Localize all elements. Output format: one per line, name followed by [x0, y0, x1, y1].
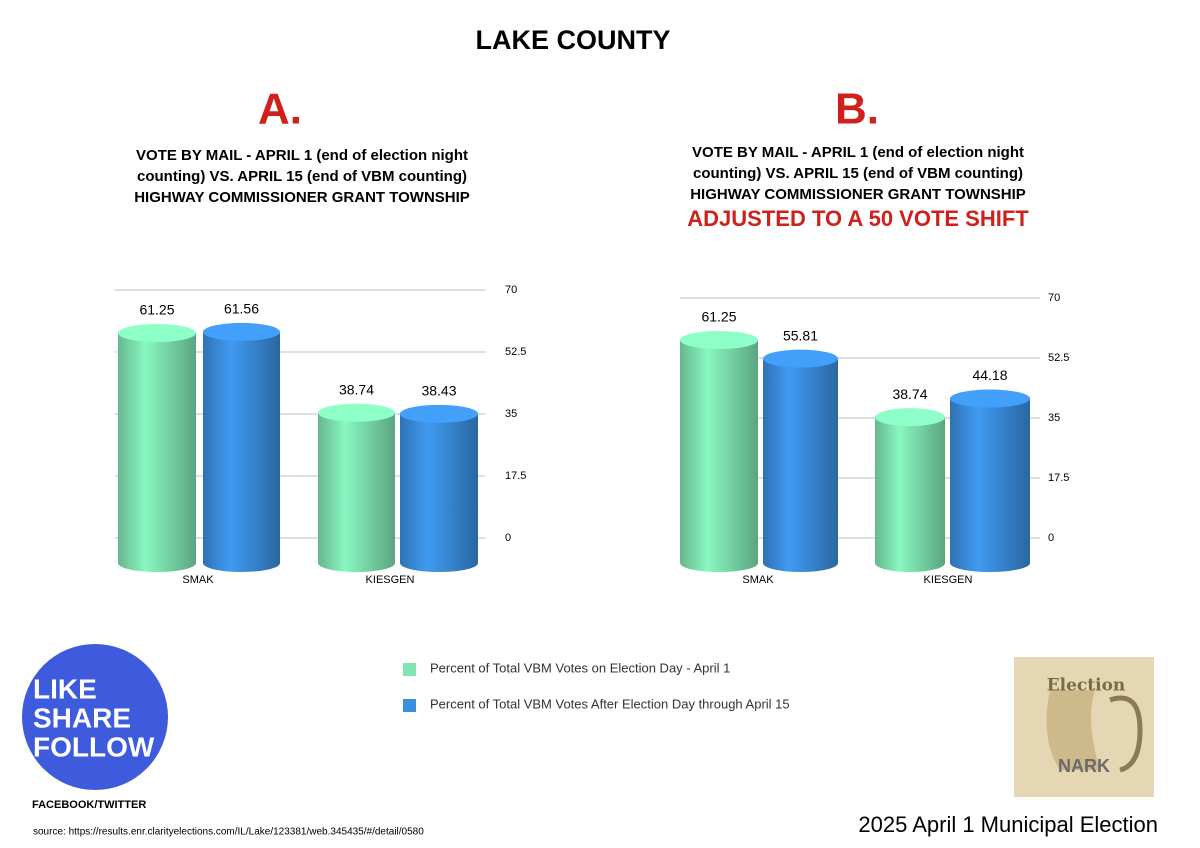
badge-line: LIKE — [33, 673, 97, 704]
logo-face — [1046, 690, 1100, 770]
bar — [203, 331, 280, 572]
bar-top — [875, 408, 945, 427]
bar-top — [400, 404, 478, 423]
y-tick-label: 0 — [505, 532, 511, 544]
y-tick-label: 70 — [505, 284, 517, 296]
data-label: 38.74 — [339, 381, 374, 397]
logo-top: Election — [1047, 676, 1126, 696]
y-tick-label: 52.5 — [1048, 352, 1069, 364]
data-label: 61.56 — [224, 301, 259, 317]
chart-label: A. — [258, 85, 302, 134]
legend-label: Percent of Total VBM Votes on Election D… — [430, 660, 730, 675]
bar-top — [318, 403, 395, 422]
badge-circle — [22, 644, 168, 790]
bar — [118, 333, 196, 572]
logo: Election NARK — [1014, 657, 1154, 797]
legend-swatch — [403, 663, 416, 676]
badge-line: FOLLOW — [33, 731, 155, 762]
logo-ear — [1109, 695, 1143, 773]
data-label: 38.43 — [421, 383, 456, 399]
annotation: ADJUSTED TO A 50 VOTE SHIFT — [687, 206, 1029, 231]
bar-top — [203, 322, 280, 341]
bar-top — [950, 389, 1030, 408]
x-tick-label: KIESGEN — [366, 574, 415, 586]
footer: 2025 April 1 Municipal Election — [858, 812, 1158, 837]
data-label: 61.25 — [139, 302, 174, 318]
source: source: https://results.enr.clarityelect… — [33, 827, 424, 838]
chart-title: counting) VS. APRIL 15 (end of VBM count… — [137, 168, 467, 185]
data-label: 38.74 — [892, 386, 927, 402]
legend-swatch — [403, 699, 416, 712]
y-tick-label: 35 — [1048, 412, 1060, 424]
bar — [950, 398, 1030, 572]
bar — [763, 358, 838, 572]
x-tick-label: SMAK — [182, 574, 214, 586]
chart-title: HIGHWAY COMMISSIONER GRANT TOWNSHIP — [690, 186, 1026, 203]
chart-title: HIGHWAY COMMISSIONER GRANT TOWNSHIP — [134, 189, 470, 206]
data-label: 55.81 — [783, 327, 818, 343]
x-tick-label: SMAK — [742, 574, 774, 586]
bar-top — [118, 324, 196, 342]
data-label: 61.25 — [701, 309, 736, 325]
bar — [680, 340, 758, 572]
bar-top — [680, 331, 758, 349]
bar — [318, 412, 395, 572]
page-title: LAKE COUNTY — [476, 25, 671, 55]
y-tick-label: 17.5 — [1048, 472, 1069, 484]
badge-caption: FACEBOOK/TWITTER — [32, 799, 146, 811]
y-tick-label: 0 — [1048, 532, 1054, 544]
y-tick-label: 35 — [505, 408, 517, 420]
logo-bottom: NARK — [1058, 756, 1110, 776]
chart-title: VOTE BY MAIL - APRIL 1 (end of election … — [136, 147, 468, 164]
y-tick-label: 70 — [1048, 292, 1060, 304]
chart-title: counting) VS. APRIL 15 (end of VBM count… — [693, 165, 1023, 182]
chart-label: B. — [835, 85, 879, 134]
chart-title: VOTE BY MAIL - APRIL 1 (end of election … — [692, 144, 1024, 161]
legend-label: Percent of Total VBM Votes After Electio… — [430, 696, 790, 711]
bar — [875, 417, 945, 572]
bar — [400, 413, 478, 572]
badge-line: SHARE — [33, 702, 131, 733]
y-tick-label: 17.5 — [505, 470, 526, 482]
badge: LIKE SHARE FOLLOW FACEBOOK/TWITTER — [22, 644, 168, 811]
y-tick-label: 52.5 — [505, 346, 526, 358]
x-tick-label: KIESGEN — [924, 574, 973, 586]
bar-top — [763, 349, 838, 368]
data-label: 44.18 — [972, 367, 1007, 383]
